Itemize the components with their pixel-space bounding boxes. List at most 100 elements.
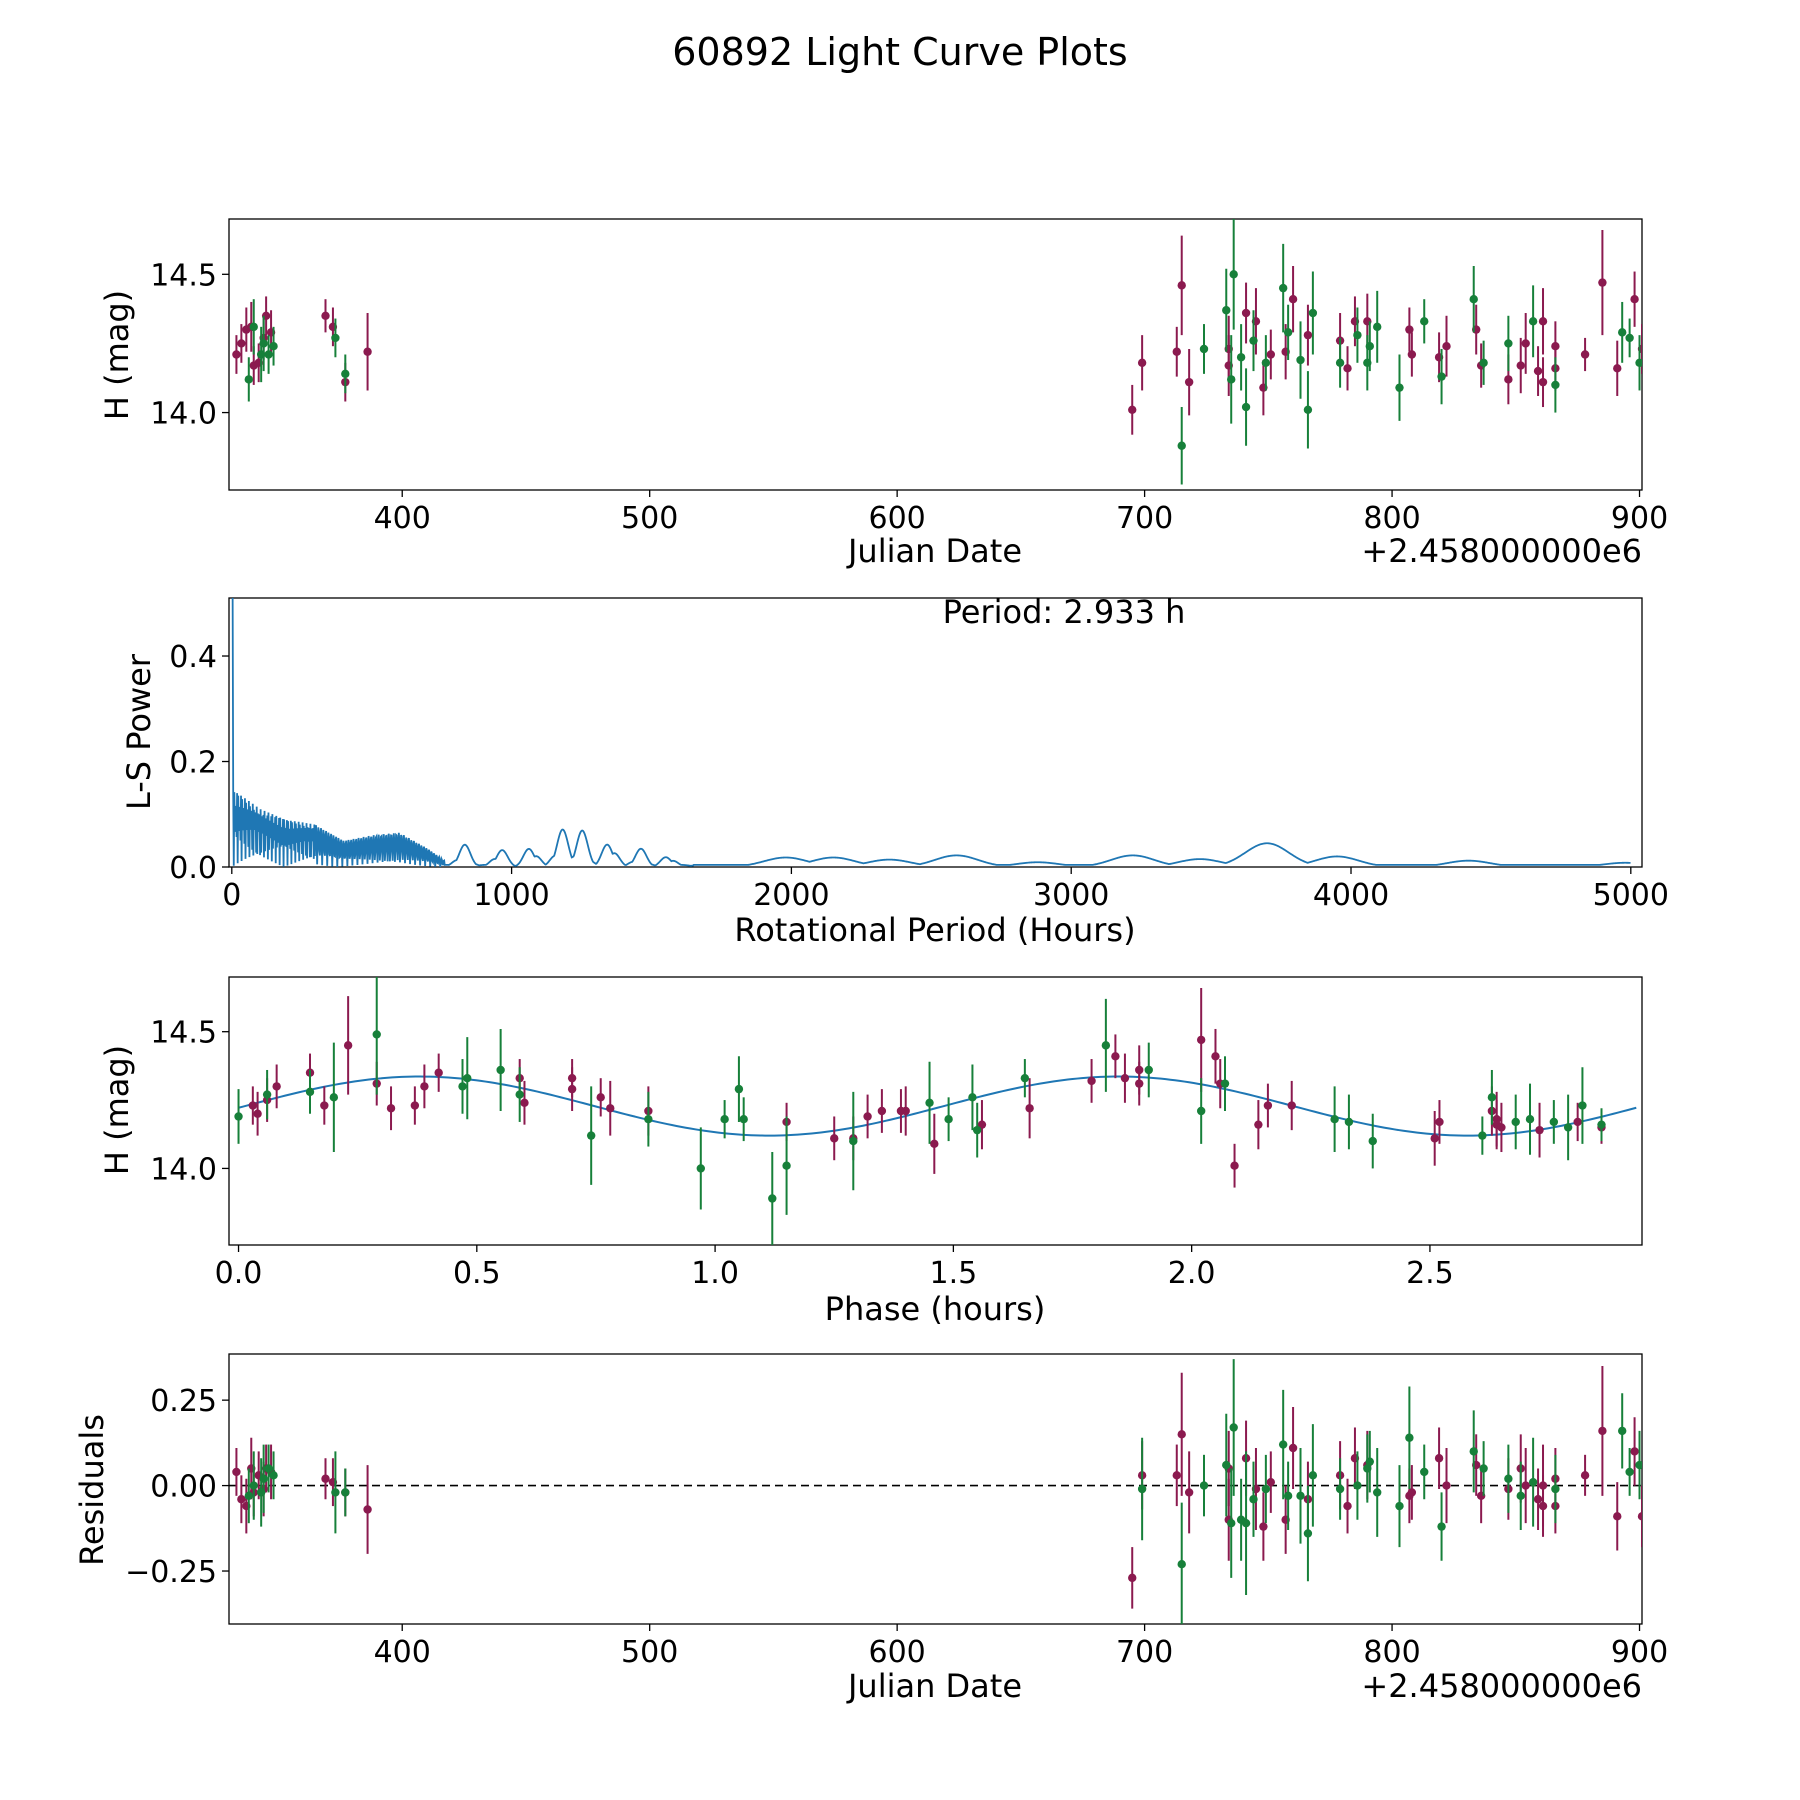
lightcurve-ytick-label: 14.0 bbox=[150, 397, 217, 432]
phased-xtick-label: 0.0 bbox=[215, 1256, 263, 1291]
phased-xtick-label: 2.0 bbox=[1168, 1256, 1216, 1291]
phased-point bbox=[1263, 1101, 1273, 1110]
lightcurve-xtick-label: 600 bbox=[869, 501, 926, 536]
phased-point bbox=[515, 1090, 524, 1099]
phased-point bbox=[372, 1030, 381, 1039]
residuals-point bbox=[1625, 1467, 1634, 1477]
phased-point bbox=[1549, 1117, 1559, 1127]
phased-point bbox=[1287, 1101, 1296, 1110]
phased-point bbox=[1578, 1101, 1587, 1110]
lightcurve-plot-area bbox=[232, 219, 1642, 485]
phased-point bbox=[768, 1194, 777, 1203]
lightcurve-point bbox=[1420, 317, 1429, 326]
phased-point bbox=[696, 1164, 705, 1173]
lightcurve-point bbox=[1521, 339, 1530, 348]
phased-point bbox=[1025, 1104, 1034, 1113]
lightcurve-point bbox=[249, 322, 258, 332]
residuals-point bbox=[244, 1491, 253, 1501]
lightcurve-series-g bbox=[244, 219, 1642, 485]
residuals-point bbox=[1504, 1474, 1513, 1483]
phased-point bbox=[496, 1065, 505, 1075]
residuals-xtick-label: 500 bbox=[621, 1635, 678, 1670]
phased-point bbox=[1230, 1161, 1239, 1170]
residuals-point bbox=[1407, 1488, 1417, 1497]
residuals-xtick-label: 700 bbox=[1116, 1635, 1173, 1670]
phased-ytick-label: 14.0 bbox=[150, 1152, 217, 1187]
lightcurve-point bbox=[1222, 306, 1231, 315]
lightcurve-point bbox=[237, 339, 246, 348]
residuals-point bbox=[331, 1488, 340, 1497]
lightcurve-xtick-label: 500 bbox=[621, 501, 678, 536]
lightcurve-point bbox=[1598, 278, 1607, 287]
residuals-point bbox=[1283, 1491, 1293, 1501]
phased-point bbox=[1430, 1134, 1439, 1143]
phased-point bbox=[1497, 1123, 1506, 1132]
phased-series-r bbox=[248, 987, 1606, 1188]
residuals-ylabel: Residuals bbox=[73, 1414, 111, 1566]
lightcurve-point bbox=[1373, 322, 1382, 332]
lightcurve-point bbox=[1365, 342, 1374, 351]
phased-point bbox=[1087, 1076, 1096, 1086]
lightcurve-point bbox=[1551, 342, 1560, 351]
phased-point bbox=[606, 1104, 615, 1113]
phased-point bbox=[720, 1115, 729, 1124]
residuals-ytick-label: 0.25 bbox=[150, 1384, 217, 1419]
residuals-point bbox=[1137, 1484, 1147, 1494]
phased-point bbox=[863, 1112, 872, 1121]
phased-point bbox=[644, 1115, 653, 1124]
phased-xtick-label: 1.0 bbox=[691, 1256, 739, 1291]
phased-point bbox=[1368, 1136, 1377, 1146]
residuals-point bbox=[259, 1474, 268, 1483]
residuals-point bbox=[1259, 1522, 1268, 1531]
residuals-ytick-label: −0.25 bbox=[125, 1555, 217, 1590]
phased-point bbox=[1563, 1123, 1573, 1132]
lightcurve-point bbox=[1580, 350, 1590, 359]
lightcurve-point bbox=[1618, 328, 1627, 337]
residuals-point bbox=[1551, 1484, 1560, 1494]
periodogram-xlabel: Rotational Period (Hours) bbox=[734, 911, 1135, 949]
residuals-xtick-label: 800 bbox=[1363, 1635, 1420, 1670]
residuals-point bbox=[1434, 1454, 1444, 1463]
residuals-point bbox=[1395, 1501, 1404, 1511]
residuals-point bbox=[1353, 1481, 1362, 1490]
lightcurve-point bbox=[1266, 350, 1276, 359]
phased-point bbox=[434, 1068, 443, 1077]
lightcurve-point bbox=[1516, 361, 1525, 370]
periodogram-frame bbox=[228, 597, 1643, 868]
phased-point bbox=[1020, 1073, 1030, 1083]
residuals-panel: Residuals Julian Date +2.458000000e6 400… bbox=[73, 1353, 1668, 1705]
phased-point bbox=[262, 1090, 272, 1099]
phased-point bbox=[849, 1136, 858, 1146]
lightcurve-point bbox=[1625, 333, 1634, 343]
lightcurve-point bbox=[1278, 283, 1288, 293]
residuals-offset-text: +2.458000000e6 bbox=[1361, 1667, 1642, 1705]
residuals-point bbox=[1420, 1467, 1429, 1477]
lightcurve-point bbox=[1538, 377, 1548, 387]
lightcurve-point bbox=[1303, 330, 1313, 340]
residuals-point bbox=[1521, 1481, 1530, 1490]
periodogram-line bbox=[231, 598, 1631, 867]
residuals-point bbox=[1479, 1464, 1488, 1473]
residuals-xtick-label: 900 bbox=[1611, 1635, 1668, 1670]
phased-point bbox=[1196, 1106, 1206, 1116]
lightcurve-point bbox=[1303, 405, 1313, 415]
lightcurve-point bbox=[1241, 308, 1251, 318]
phased-point bbox=[329, 1093, 339, 1102]
lightcurve-point bbox=[269, 342, 278, 351]
lightcurve-point bbox=[1469, 294, 1478, 304]
residuals-point bbox=[1365, 1457, 1374, 1466]
residuals-point bbox=[1630, 1447, 1639, 1456]
lightcurve-point bbox=[1236, 353, 1246, 362]
phased-point bbox=[739, 1115, 748, 1124]
lightcurve-point bbox=[264, 350, 273, 359]
residuals-point bbox=[232, 1467, 241, 1477]
phased-ytick-label: 14.5 bbox=[150, 1016, 217, 1051]
lightcurve-point bbox=[1177, 441, 1186, 450]
residuals-point bbox=[1637, 1512, 1642, 1521]
phased-point bbox=[1211, 1052, 1220, 1061]
residuals-xlabel: Julian Date bbox=[846, 1667, 1022, 1705]
lightcurve-point bbox=[1184, 377, 1194, 387]
lightcurve-point bbox=[341, 369, 350, 379]
phased-point bbox=[877, 1106, 887, 1116]
